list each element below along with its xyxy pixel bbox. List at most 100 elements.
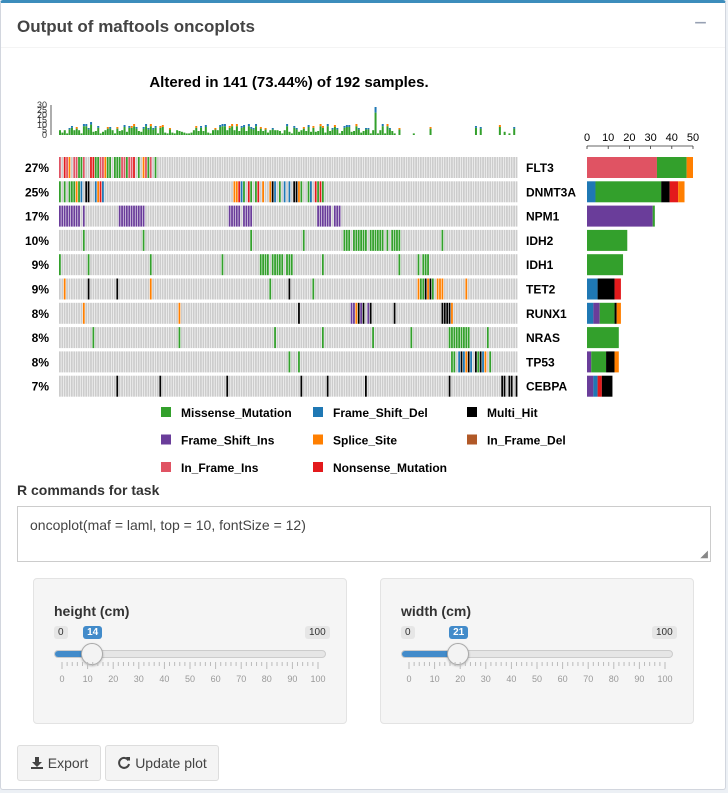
matrix-cell	[245, 157, 248, 178]
matrix-cell	[183, 327, 186, 349]
matrix-cell	[202, 181, 205, 203]
matrix-cell	[221, 229, 224, 251]
matrix-cell	[412, 181, 415, 203]
matrix-cell	[149, 157, 152, 178]
matrix-cell	[159, 157, 162, 178]
matrix-cell	[470, 205, 472, 227]
matrix-cell	[104, 229, 107, 251]
matrix-cell	[314, 181, 317, 203]
matrix-cell	[130, 327, 133, 349]
sample-bar	[128, 127, 131, 135]
sample-bar-segment	[326, 124, 329, 127]
matrix-cell	[333, 254, 336, 276]
sample-bar-segment	[116, 127, 119, 129]
matrix-cell	[384, 327, 386, 349]
matrix-cell	[135, 278, 138, 300]
sample-bar	[357, 129, 360, 135]
matrix-cell	[233, 351, 236, 373]
matrix-cell	[429, 254, 432, 276]
matrix-cell	[204, 351, 207, 373]
matrix-cell	[204, 278, 207, 300]
matrix-cell	[180, 254, 183, 276]
matrix-cell	[374, 205, 377, 227]
legend-label: In_Frame_Ins	[181, 461, 259, 475]
gene-percent-label: 8%	[32, 355, 50, 369]
matrix-cell	[348, 327, 351, 349]
matrix-cell	[429, 205, 432, 227]
matrix-cell	[82, 181, 85, 203]
matrix-cell	[283, 278, 286, 300]
matrix-cell	[228, 181, 231, 203]
matrix-cell	[128, 302, 131, 324]
matrix-cell	[479, 229, 482, 251]
matrix-cell	[424, 278, 427, 300]
r-commands-textarea[interactable]: oncoplot(maf = laml, top = 10, fontSize …	[17, 506, 711, 562]
matrix-cell	[283, 327, 286, 349]
sample-bar	[152, 129, 155, 135]
matrix-cell	[157, 375, 159, 397]
matrix-cell	[376, 351, 379, 373]
collapse-button[interactable]: −	[694, 10, 707, 35]
matrix-cell	[381, 351, 384, 373]
update-plot-button[interactable]: Update plot	[105, 745, 219, 781]
sample-bar	[290, 133, 293, 135]
matrix-cell	[125, 302, 128, 324]
matrix-cell	[333, 375, 336, 397]
matrix-cell	[448, 351, 451, 373]
matrix-cell	[63, 302, 66, 324]
matrix-cell	[422, 375, 425, 397]
matrix-cell	[61, 181, 64, 203]
matrix-cell	[245, 327, 248, 349]
slider-tick-label: 50	[532, 674, 542, 684]
matrix-cell	[147, 229, 150, 251]
matrix-cell	[427, 278, 429, 300]
matrix-cell	[130, 229, 133, 251]
matrix-cell	[367, 181, 370, 203]
matrix-cell	[61, 375, 64, 397]
matrix-cell	[140, 229, 143, 251]
width-slider-handle[interactable]	[447, 643, 470, 665]
matrix-cell	[171, 278, 174, 300]
matrix-cell	[135, 327, 138, 349]
matrix-cell	[465, 375, 468, 397]
matrix-cell	[245, 351, 248, 373]
resize-grip-icon[interactable]: ◢	[700, 549, 708, 560]
matrix-cell	[453, 205, 456, 227]
matrix-cell	[118, 181, 121, 203]
matrix-cell	[223, 181, 226, 203]
matrix-cell	[130, 205, 133, 227]
export-button[interactable]: Export	[17, 745, 101, 781]
matrix-cell	[233, 157, 236, 178]
matrix-cell	[87, 327, 90, 349]
matrix-cell	[419, 181, 422, 203]
sample-bar-segment	[123, 125, 126, 127]
matrix-cell	[515, 351, 518, 373]
matrix-cell	[78, 278, 80, 300]
matrix-cell	[455, 278, 458, 300]
width-slider-track[interactable]	[401, 650, 673, 658]
sample-bar-segment	[345, 125, 348, 127]
height-slider-track[interactable]	[54, 650, 326, 658]
matrix-cell	[307, 254, 310, 276]
matrix-cell	[118, 302, 121, 324]
right-axis-tick-label: 40	[666, 132, 678, 144]
matrix-cell	[386, 205, 389, 227]
matrix-cell	[362, 278, 365, 300]
matrix-cell	[97, 278, 100, 300]
matrix-cell	[410, 302, 413, 324]
matrix-cell	[298, 157, 300, 178]
legend-swatch	[467, 434, 477, 445]
matrix-cell	[443, 302, 446, 324]
matrix-cell	[214, 254, 217, 276]
matrix-cell	[278, 327, 281, 349]
matrix-cell	[149, 205, 152, 227]
height-slider-handle[interactable]	[81, 643, 104, 665]
matrix-cell	[329, 205, 331, 227]
matrix-cell	[195, 157, 198, 178]
matrix-cell	[231, 205, 233, 227]
matrix-cell	[212, 351, 214, 373]
matrix-cell	[202, 229, 205, 251]
matrix-cell	[152, 181, 155, 203]
matrix-cell	[278, 375, 281, 397]
matrix-cell	[219, 327, 221, 349]
